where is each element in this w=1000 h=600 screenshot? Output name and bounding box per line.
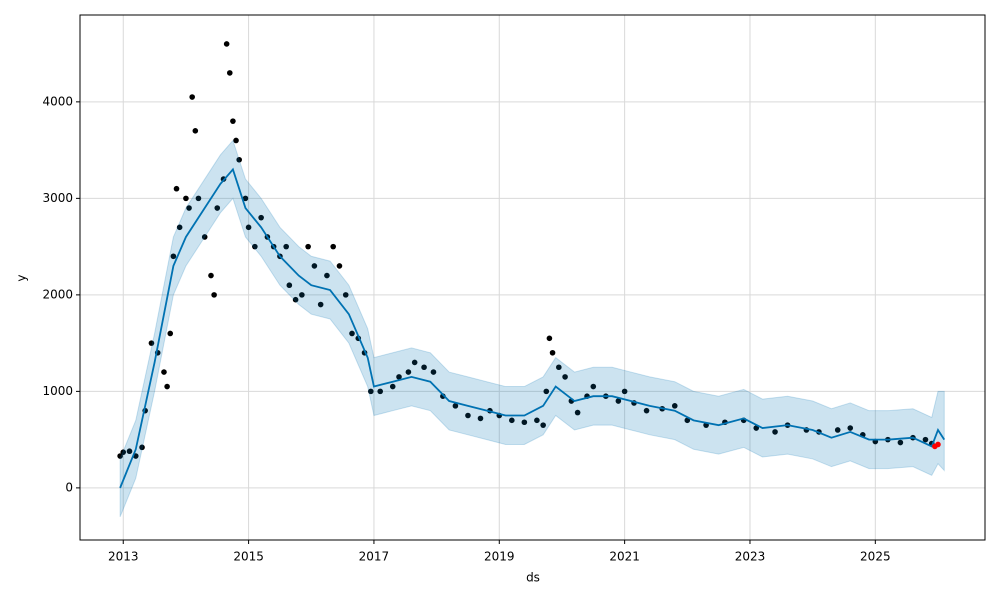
data-point bbox=[922, 436, 929, 443]
x-tick-label: 2017 bbox=[359, 550, 390, 564]
data-point bbox=[236, 156, 242, 163]
data-point bbox=[643, 407, 650, 414]
data-point bbox=[368, 388, 374, 395]
data-point bbox=[117, 453, 123, 459]
data-point bbox=[161, 369, 167, 375]
data-point bbox=[214, 205, 221, 211]
data-point bbox=[120, 449, 127, 455]
x-tick-label: 2015 bbox=[233, 550, 264, 564]
data-point bbox=[139, 444, 145, 451]
y-axis-label: y bbox=[15, 274, 29, 281]
data-point bbox=[252, 243, 258, 250]
y-tick-label: 0 bbox=[65, 480, 73, 494]
data-point bbox=[164, 383, 170, 390]
data-point bbox=[615, 398, 622, 404]
data-point bbox=[562, 374, 568, 380]
data-point bbox=[230, 118, 236, 124]
data-point bbox=[305, 243, 311, 250]
x-tick-label: 2023 bbox=[735, 550, 766, 564]
data-point bbox=[753, 425, 760, 431]
data-point bbox=[211, 292, 217, 298]
data-point bbox=[621, 388, 628, 395]
data-point bbox=[574, 409, 581, 416]
data-point bbox=[192, 128, 199, 134]
data-point bbox=[336, 263, 343, 269]
data-point bbox=[543, 388, 550, 395]
data-point bbox=[126, 448, 133, 455]
data-point bbox=[186, 205, 192, 211]
data-point bbox=[834, 427, 841, 433]
data-point bbox=[540, 422, 546, 428]
data-point bbox=[170, 253, 177, 260]
data-point bbox=[465, 412, 471, 419]
data-point bbox=[258, 214, 264, 221]
data-point bbox=[405, 369, 412, 375]
data-point bbox=[195, 195, 202, 202]
uncertainty-band bbox=[119, 139, 945, 518]
plot-frame bbox=[79, 14, 986, 541]
data-point bbox=[208, 272, 214, 279]
data-point bbox=[183, 195, 189, 202]
data-point bbox=[477, 415, 484, 422]
y-tick-label: 1000 bbox=[42, 384, 73, 398]
data-point bbox=[430, 369, 437, 375]
x-tick-label: 2021 bbox=[609, 550, 640, 564]
data-point bbox=[349, 330, 355, 337]
y-tick-label: 2000 bbox=[42, 287, 73, 301]
data-point bbox=[299, 292, 305, 298]
y-tick-label: 3000 bbox=[42, 191, 73, 205]
forecast-line bbox=[119, 167, 946, 489]
data-point bbox=[935, 441, 941, 448]
data-point bbox=[242, 195, 249, 202]
data-point bbox=[324, 272, 330, 279]
data-point bbox=[311, 263, 318, 269]
data-point bbox=[342, 292, 349, 298]
data-point bbox=[421, 364, 427, 371]
data-point bbox=[292, 296, 299, 303]
x-tick-label: 2013 bbox=[108, 550, 139, 564]
data-point bbox=[223, 41, 230, 47]
data-point bbox=[173, 185, 180, 192]
data-point bbox=[317, 301, 324, 308]
x-tick-label: 2025 bbox=[860, 550, 891, 564]
data-point bbox=[389, 383, 396, 390]
data-point bbox=[189, 94, 195, 100]
data-point bbox=[534, 417, 540, 424]
data-point bbox=[684, 417, 691, 424]
data-point bbox=[671, 403, 678, 409]
data-point bbox=[396, 374, 402, 380]
data-point bbox=[176, 224, 183, 231]
data-point bbox=[330, 243, 336, 250]
data-point bbox=[148, 340, 155, 346]
data-point bbox=[549, 349, 556, 356]
data-point bbox=[377, 388, 384, 395]
data-point bbox=[233, 137, 239, 144]
data-point bbox=[452, 403, 459, 409]
data-point bbox=[847, 425, 854, 431]
data-point bbox=[546, 335, 553, 342]
data-point bbox=[411, 359, 418, 366]
data-point bbox=[283, 243, 289, 250]
x-axis-label: ds bbox=[526, 571, 540, 585]
y-tick-label: 4000 bbox=[42, 94, 73, 108]
x-tick-label: 2019 bbox=[484, 550, 515, 564]
data-point bbox=[201, 234, 208, 240]
data-point bbox=[590, 383, 597, 390]
data-point bbox=[897, 439, 904, 446]
data-point bbox=[521, 419, 528, 426]
data-point bbox=[772, 429, 778, 435]
plot-layer bbox=[80, 15, 985, 540]
data-point bbox=[226, 70, 233, 76]
data-point bbox=[509, 417, 515, 424]
data-point bbox=[167, 330, 174, 337]
data-point bbox=[286, 282, 293, 289]
data-point bbox=[245, 224, 252, 231]
data-point bbox=[556, 364, 562, 371]
